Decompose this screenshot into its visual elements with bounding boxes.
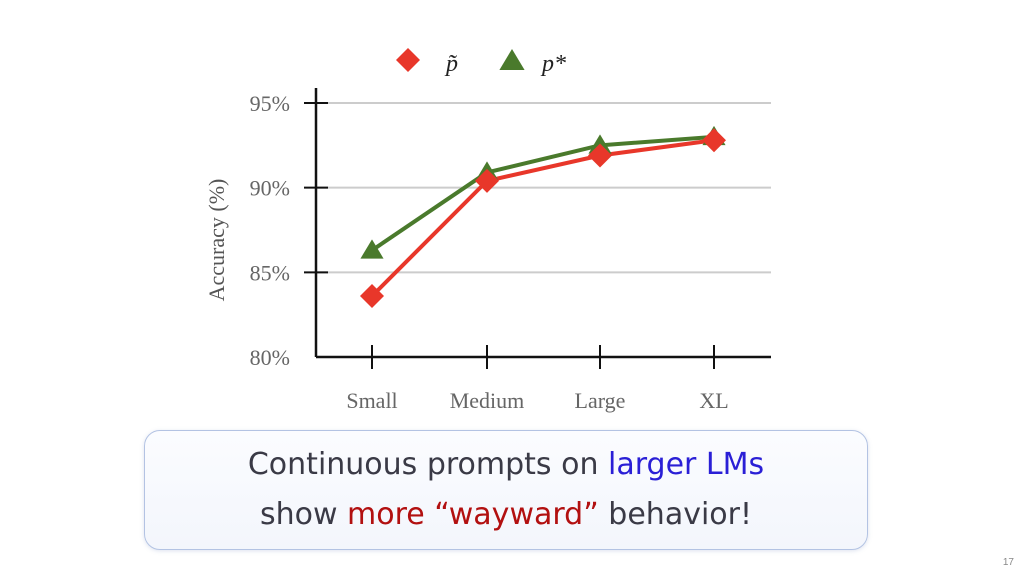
callout-line-1-text: Continuous prompts on: [247, 447, 609, 482]
callout-box: Continuous prompts on larger LMs show mo…: [144, 430, 868, 550]
grid-lines: [316, 102, 771, 274]
point-p-tilde-large: [588, 143, 612, 168]
x-tick-label-xl: XL: [699, 388, 728, 413]
accuracy-chart: 80% 85% 90% 95% Small Medium Large XL Accuracy…: [204, 48, 771, 413]
legend-label-p-star: p*: [540, 51, 566, 77]
callout-highlight-larger-lms: larger LMs: [608, 447, 765, 482]
point-p-tilde-xl: [702, 128, 726, 153]
y-tick-label-80: 80%: [250, 345, 290, 370]
point-p-tilde-medium: [475, 168, 499, 193]
callout-line-2-after: behavior!: [598, 497, 753, 532]
callout-line-1: Continuous prompts on larger LMs: [248, 440, 764, 490]
callout-highlight-wayward: more “wayward”: [347, 497, 599, 532]
y-ticks: 80% 85% 90% 95%: [250, 91, 328, 370]
legend-marker-p-star: [499, 49, 525, 70]
point-p-tilde-small: [360, 284, 384, 309]
y-tick-label-90: 90%: [250, 176, 290, 201]
point-p-star-small: [360, 239, 384, 259]
series-line-p-star: [370, 134, 715, 252]
y-tick-label-95: 95%: [250, 91, 290, 116]
x-tick-label-large: Large: [575, 388, 626, 413]
axes: [314, 88, 771, 359]
legend-label-p-tilde: p̃: [444, 51, 458, 77]
x-ticks: Small Medium Large XL: [346, 345, 729, 413]
x-tick-label-medium: Medium: [450, 388, 525, 413]
page-number: 17: [1002, 557, 1014, 568]
y-tick-label-85: 85%: [250, 260, 290, 285]
legend: p̃ p*: [396, 48, 566, 77]
callout-line-2-before: show: [259, 497, 348, 532]
callout-line-2: show more “wayward” behavior!: [260, 490, 752, 540]
y-axis-label: Accuracy (%): [204, 179, 229, 302]
legend-marker-p-tilde: [396, 48, 420, 72]
x-tick-label-small: Small: [346, 388, 397, 413]
series: [360, 125, 726, 309]
series-line-p-tilde: [370, 138, 715, 298]
